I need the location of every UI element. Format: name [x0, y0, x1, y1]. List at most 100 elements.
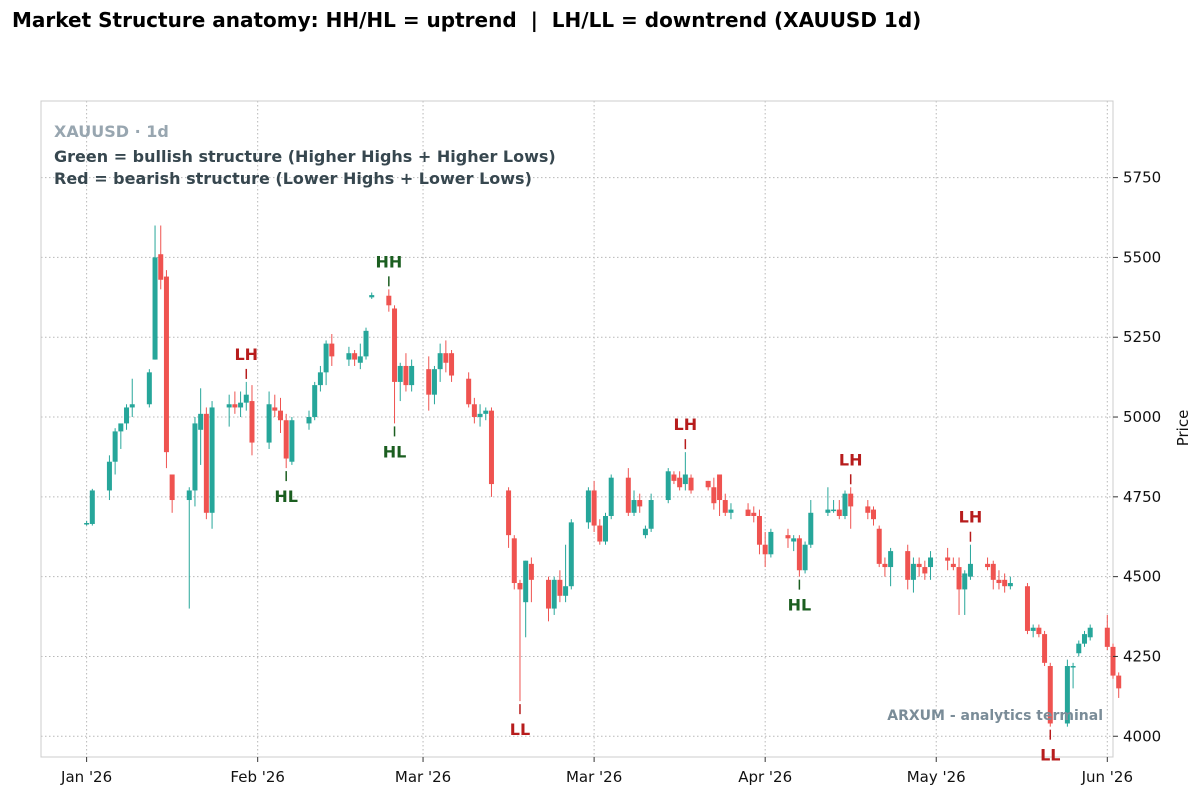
candle-body — [950, 563, 956, 568]
candle-body — [625, 477, 631, 513]
candle-body — [871, 509, 877, 520]
candle-body — [1116, 675, 1122, 689]
candle-body — [192, 423, 198, 491]
candle-body — [1024, 586, 1030, 631]
candle-body — [329, 343, 335, 357]
candle-body — [928, 557, 934, 568]
chart-grid — [41, 101, 1113, 757]
candle-body — [1070, 666, 1076, 668]
candle-body — [129, 404, 135, 408]
candle-body — [426, 369, 432, 395]
candle-body — [665, 471, 671, 501]
plot-frame — [40, 100, 1114, 758]
candle-body — [84, 523, 90, 525]
candle-body — [836, 509, 842, 516]
candle-body — [397, 365, 403, 382]
annotation-label: LL — [1040, 746, 1060, 765]
candle-body — [152, 257, 158, 360]
candle-body — [962, 573, 968, 590]
candle-body — [409, 365, 415, 386]
annotation-label: LH — [959, 508, 983, 527]
candle-body — [825, 509, 831, 513]
candle-body — [568, 522, 574, 587]
candle-body — [277, 410, 283, 421]
candle-body — [249, 401, 255, 443]
candle-body — [945, 557, 951, 561]
candle-body — [369, 295, 375, 298]
watermark: ARXUM - analytics terminal — [887, 708, 1103, 724]
candle-body — [443, 353, 449, 363]
candle-body — [1110, 646, 1116, 676]
candle-body — [306, 417, 312, 424]
annotation-label: LH — [234, 345, 258, 364]
y-tick-label: 5750 — [1123, 169, 1161, 187]
candle-body — [751, 512, 757, 516]
candle-body — [112, 431, 118, 462]
candle-body — [289, 420, 295, 462]
info-line-bullish: Green = bullish structure (Higher Highs … — [54, 147, 556, 166]
candle-body — [203, 413, 209, 513]
x-tick-label: Mar '26 — [566, 768, 622, 786]
annotation-label: LH — [839, 450, 863, 469]
candle-body — [363, 330, 369, 357]
candle-body — [688, 477, 694, 491]
candle-body — [545, 579, 551, 609]
candle-body — [471, 404, 477, 418]
candle-body — [523, 560, 529, 603]
candle-body — [910, 563, 916, 580]
candle-body — [563, 586, 569, 596]
candle-body — [89, 490, 95, 524]
y-tick-label: 5250 — [1123, 328, 1161, 346]
candle-body — [1076, 643, 1082, 654]
candle-body — [717, 474, 723, 501]
candle-body — [198, 413, 204, 430]
y-axis: 4000 4250 4500 4750 5000 5250 5500 5750 — [1113, 169, 1161, 745]
candle-body — [1002, 579, 1008, 587]
candle-body — [842, 493, 848, 516]
y-tick-label: 4250 — [1123, 647, 1161, 665]
candle-body — [169, 474, 175, 501]
candle-body — [603, 515, 609, 542]
candle-body — [488, 410, 494, 485]
annotation-label: LH — [674, 415, 698, 434]
candle-body — [905, 551, 911, 580]
candle-body — [637, 500, 643, 507]
y-tick-label: 5000 — [1123, 408, 1161, 426]
candle-body — [1007, 583, 1013, 587]
candle-body — [597, 525, 603, 542]
candle-body — [728, 509, 734, 513]
candle-body — [511, 538, 517, 584]
candle-body — [642, 528, 648, 536]
candle-body — [882, 563, 888, 568]
candle-body — [785, 535, 791, 539]
x-tick-label: Jun '26 — [1081, 768, 1133, 786]
annotation-label: LL — [510, 720, 530, 739]
candle-body — [106, 461, 112, 491]
candle-body — [118, 423, 124, 432]
candle-body — [1047, 666, 1053, 724]
page-title: Market Structure anatomy: HH/HL = uptren… — [12, 8, 922, 32]
candle-body — [506, 490, 512, 536]
info-symbol: XAUUSD · 1d — [54, 122, 169, 141]
candle-body — [209, 407, 215, 513]
structure-annotations: LH HL HH HL LL LH HL LH LH LL — [234, 252, 1060, 764]
candle-body — [346, 353, 352, 360]
candle-body — [431, 369, 437, 395]
annotation-label: HL — [788, 596, 812, 615]
candle-body — [985, 563, 991, 568]
candle-body — [272, 407, 278, 411]
candle-body — [808, 512, 814, 545]
annotation-label: HL — [274, 487, 298, 506]
y-tick-label: 4000 — [1123, 727, 1161, 745]
candle-body — [528, 563, 534, 580]
candle-body — [124, 407, 130, 424]
candle-body — [186, 490, 192, 501]
y-tick-label: 4500 — [1123, 568, 1161, 586]
candle-body — [1087, 627, 1093, 638]
candle-body — [608, 477, 614, 516]
candle-body — [266, 404, 272, 443]
candle-body — [796, 538, 802, 571]
candle-body — [671, 474, 677, 481]
candle-body — [317, 372, 323, 386]
